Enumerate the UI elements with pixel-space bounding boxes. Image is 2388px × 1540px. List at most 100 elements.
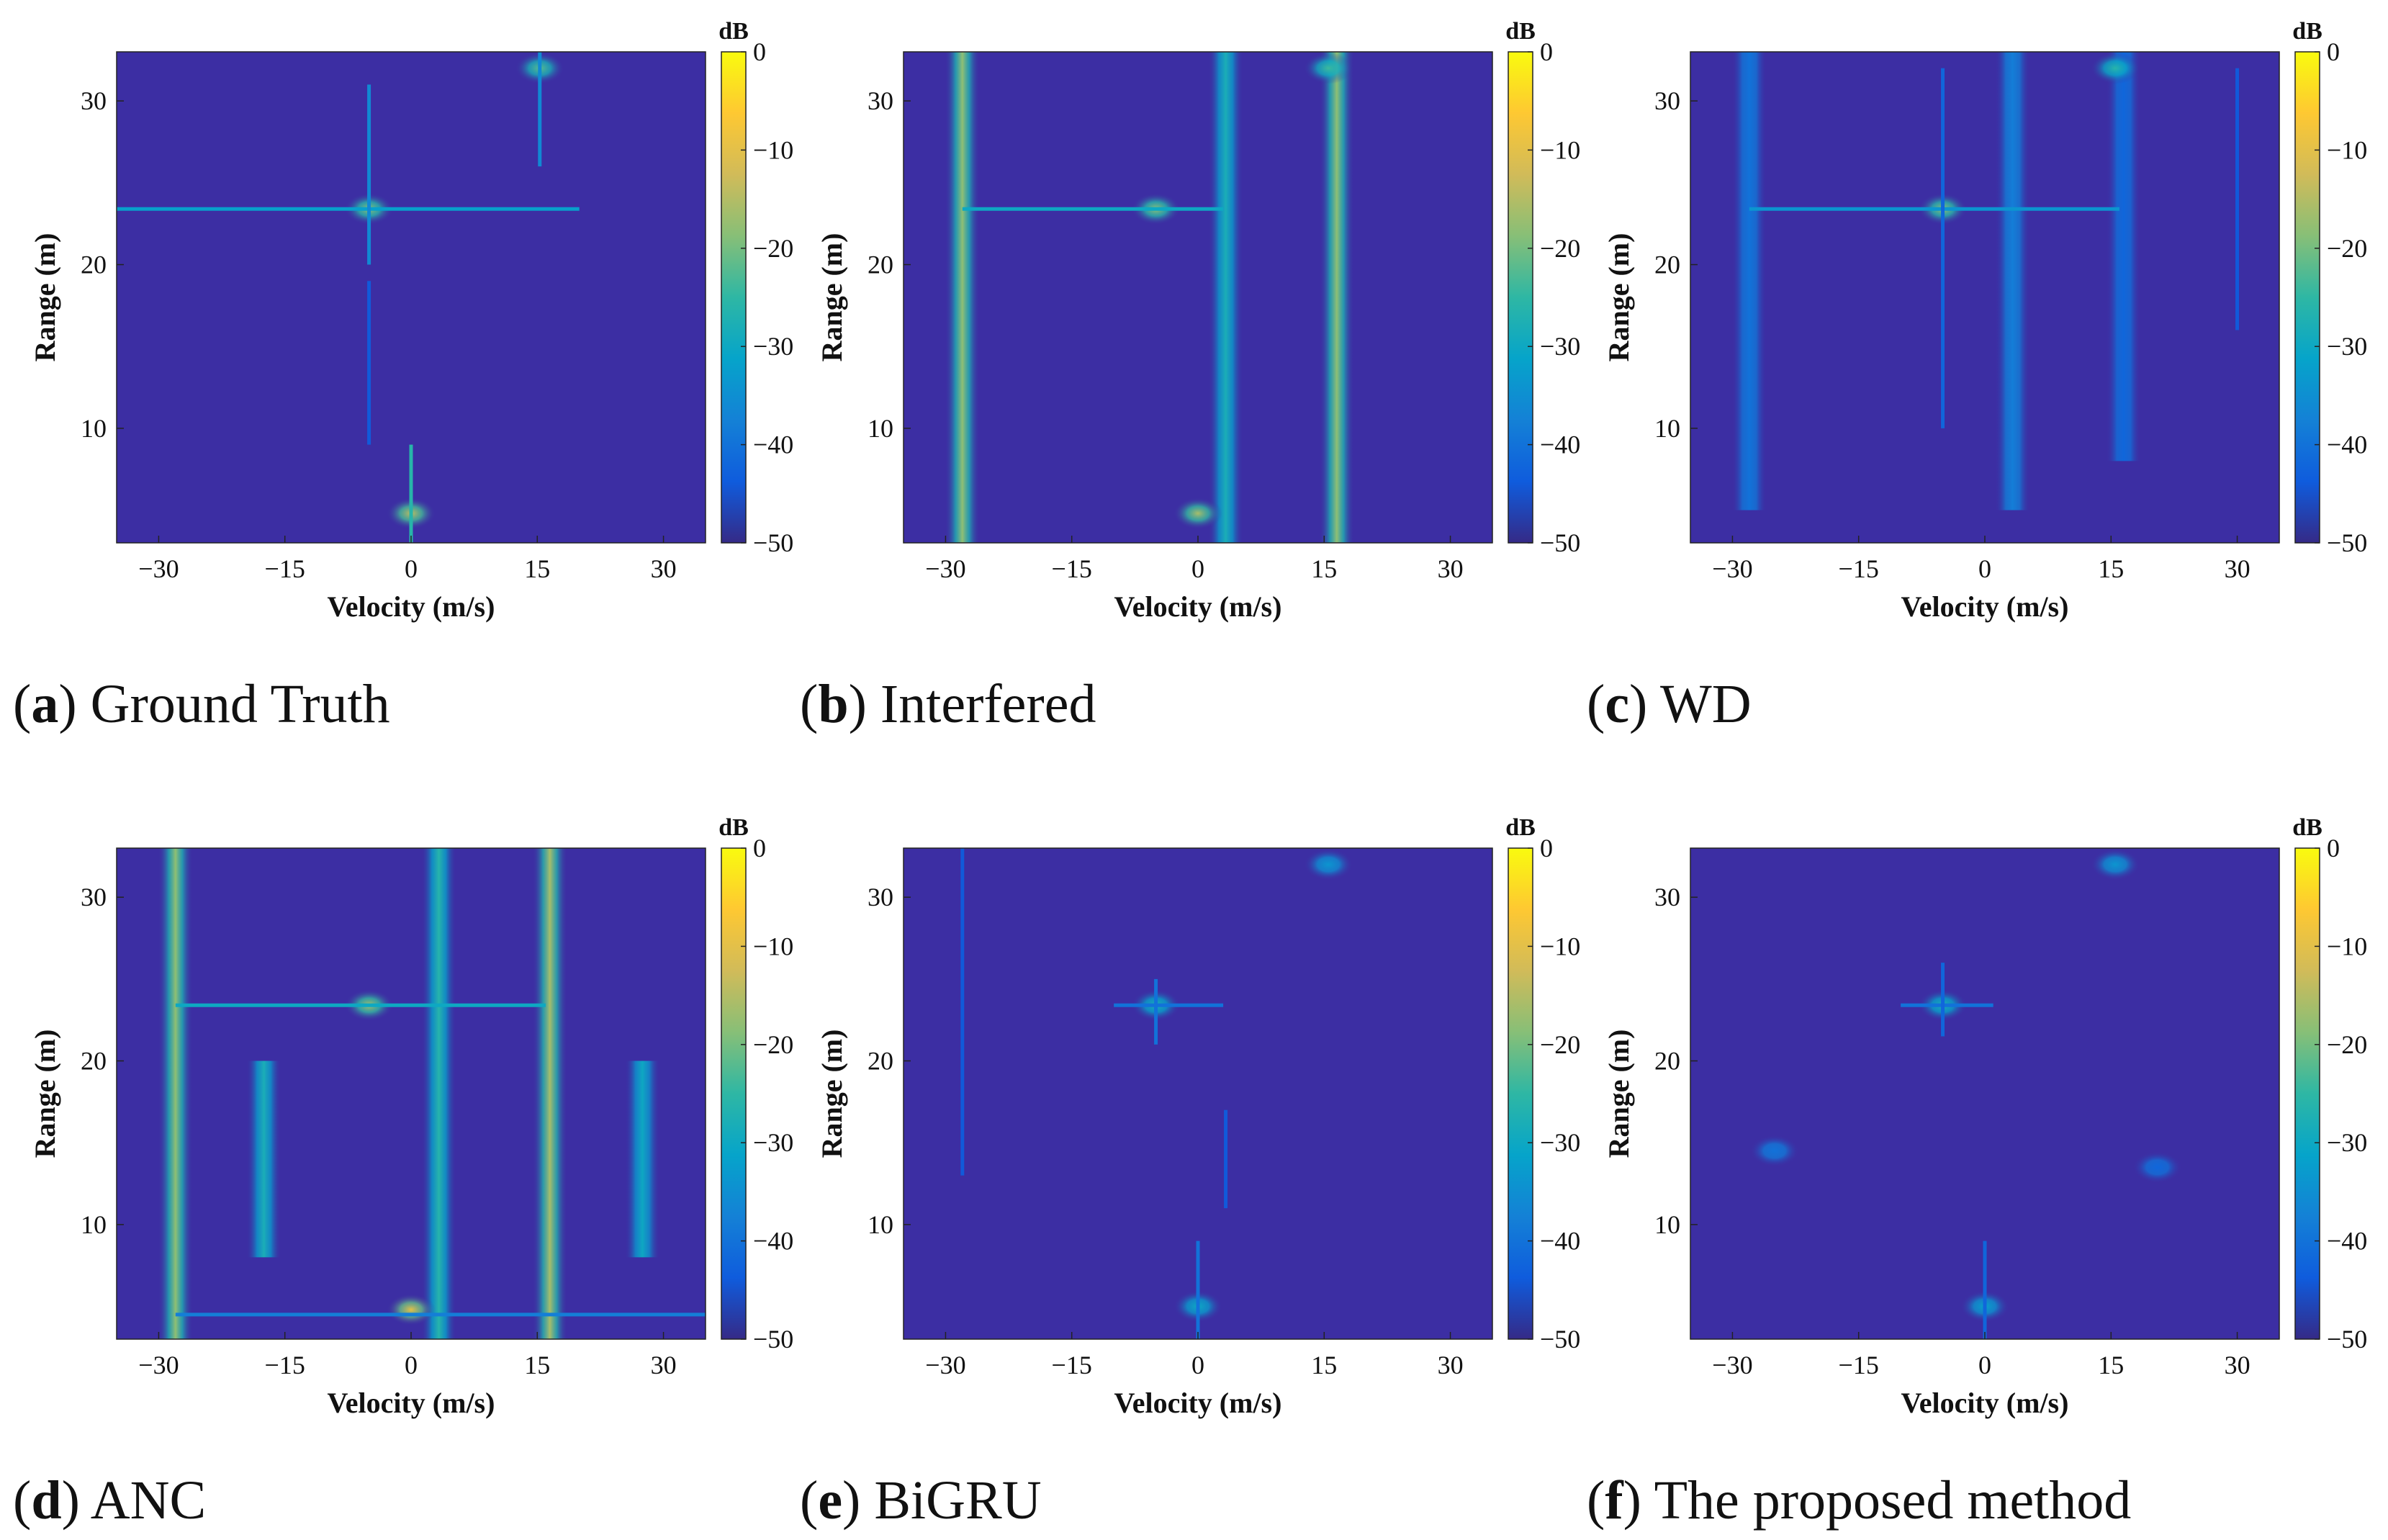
colorbar-tick-label: −40: [1540, 431, 1580, 459]
heatmap-vline: [1224, 1109, 1228, 1209]
x-axis-label: Velocity (m/s): [1114, 590, 1282, 623]
heatmap-vline: [367, 84, 371, 265]
x-axis-label: Velocity (m/s): [328, 1387, 495, 1419]
heatmap-vline: [1983, 1240, 1987, 1339]
x-tick-label: −15: [1839, 1351, 1879, 1379]
x-tick-label: 30: [2225, 554, 2250, 583]
caption-f: (f) The proposed method: [1587, 1470, 2132, 1531]
colorbar: [721, 847, 747, 1340]
x-tick-label: −15: [1052, 554, 1092, 583]
y-tick-label: 10: [1654, 414, 1680, 443]
heatmap-svg-c: −30 −15 0 15 30 10 20 30 Velocity (m/s) Range (m)…: [1603, 18, 2367, 623]
heatmap-hline: [117, 207, 580, 211]
y-tick-label: 30: [868, 883, 893, 911]
plot-background: [1690, 52, 2279, 543]
colorbar-tick-label: 0: [1540, 37, 1553, 66]
x-tick-label: −30: [1712, 1351, 1752, 1379]
heatmap-band: [2106, 52, 2141, 461]
x-tick-label: 0: [1191, 1351, 1204, 1379]
heatmap-hline: [175, 1312, 706, 1317]
colorbar-tick-label: −50: [2327, 528, 2367, 557]
heatmap-hline: [1114, 1003, 1224, 1007]
x-axis-label: Velocity (m/s): [1901, 1387, 2069, 1419]
y-tick-label: 10: [81, 1210, 107, 1239]
heatmap-hline: [175, 1003, 546, 1007]
x-tick-label: 15: [524, 1351, 550, 1379]
x-tick-label: 30: [2225, 1351, 2250, 1379]
x-axis-label: Velocity (m/s): [1114, 1387, 1282, 1419]
y-axis-label: Range (m): [1603, 233, 1635, 362]
caption-d: (d) ANC: [13, 1470, 207, 1531]
x-tick-label: 15: [1311, 1351, 1337, 1379]
colorbar-tick-label: −20: [1540, 234, 1580, 263]
y-tick-label: 10: [868, 414, 893, 443]
heatmap-vline: [538, 52, 542, 167]
colorbar-tick-label: −30: [1540, 332, 1580, 361]
colorbar-tick-label: 0: [2327, 834, 2340, 863]
heatmap-band: [1731, 52, 1767, 510]
heatmap-vline: [1941, 963, 1945, 1037]
heatmap-hline: [1901, 1003, 1993, 1007]
y-tick-label: 20: [81, 1047, 107, 1076]
colorbar-tick-label: −30: [753, 1128, 793, 1157]
heatmap-band: [1319, 52, 1354, 543]
heatmap-features: [1749, 848, 2182, 1339]
colorbar-tick-label: −30: [2327, 332, 2367, 361]
y-axis-label: Range (m): [29, 233, 61, 362]
heatmap-vline: [1941, 68, 1945, 428]
heatmap-vline: [2235, 68, 2240, 330]
x-tick-label: −30: [925, 554, 965, 583]
colorbar: [1508, 51, 1533, 544]
heatmap-vline: [960, 848, 965, 1176]
x-axis-label: Velocity (m/s): [328, 590, 495, 623]
panel-b: −30 −15 0 15 30 10 20 30 Velocity (m/s) Range (m)…: [787, 18, 1580, 742]
colorbar-tick-label: 0: [2327, 37, 2340, 66]
caption-b: (b) Interfered: [800, 674, 1096, 734]
colorbar: [721, 51, 747, 544]
y-tick-label: 30: [868, 86, 893, 115]
x-tick-label: −30: [138, 1351, 179, 1379]
y-tick-label: 20: [1654, 1047, 1680, 1076]
colorbar-tick-label: −40: [753, 1227, 793, 1256]
heatmap-band: [625, 1061, 660, 1258]
colorbar-unit-label: dB: [1505, 814, 1536, 841]
heatmap-vline: [1196, 1240, 1200, 1339]
caption-a: (a) Ground Truth: [13, 674, 390, 734]
colorbar-tick-label: −20: [2327, 234, 2367, 263]
x-tick-label: −30: [1712, 554, 1752, 583]
colorbar-unit-label: dB: [718, 18, 749, 45]
colorbar-tick-label: −20: [1540, 1030, 1580, 1059]
colorbar-unit-label: dB: [1505, 18, 1536, 45]
caption-c: (c) WD: [1587, 674, 1752, 734]
panel-c: −30 −15 0 15 30 10 20 30 Velocity (m/s) Range (m)…: [1574, 18, 2367, 742]
heatmap-peak: [1749, 1135, 1799, 1167]
colorbar-unit-label: dB: [2292, 18, 2322, 45]
x-tick-label: 30: [1438, 1351, 1464, 1379]
heatmap-band: [532, 848, 567, 1339]
y-tick-label: 30: [81, 86, 107, 115]
panel-f: −30 −15 0 15 30 10 20 30 Velocity (m/s) Range (m)…: [1574, 814, 2367, 1538]
y-tick-label: 20: [1654, 251, 1680, 279]
colorbar-tick-label: −10: [753, 932, 793, 960]
colorbar-tick-label: −40: [2327, 1227, 2367, 1256]
x-tick-label: −15: [265, 1351, 305, 1379]
x-tick-label: 0: [1191, 554, 1204, 583]
plot-background: [117, 848, 706, 1339]
colorbar-tick-label: −30: [2327, 1128, 2367, 1157]
heatmap-band: [421, 848, 456, 1339]
heatmap-band: [1995, 52, 2030, 510]
y-axis-label: Range (m): [29, 1030, 61, 1158]
colorbar-tick-label: −30: [1540, 1128, 1580, 1157]
heatmap-svg-f: −30 −15 0 15 30 10 20 30 Velocity (m/s) Range (m)…: [1603, 814, 2367, 1419]
colorbar-tick-label: −50: [2327, 1325, 2367, 1354]
x-tick-label: −30: [925, 1351, 965, 1379]
x-tick-label: −15: [1839, 554, 1879, 583]
y-tick-label: 10: [1654, 1210, 1680, 1239]
heatmap-peak: [2091, 52, 2140, 84]
colorbar-tick-label: −40: [2327, 431, 2367, 459]
heatmap-vline: [409, 444, 413, 543]
colorbar-tick-label: −10: [2327, 135, 2367, 164]
x-axis-label: Velocity (m/s): [1901, 590, 2069, 623]
y-axis-label: Range (m): [816, 1030, 848, 1158]
